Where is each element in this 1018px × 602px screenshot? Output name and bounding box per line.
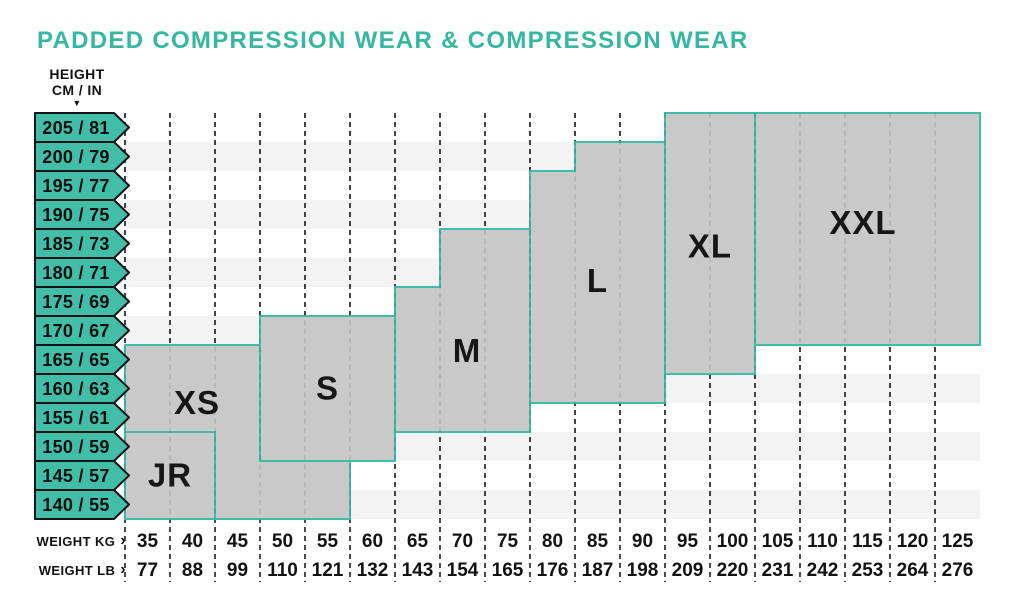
height-tick-arrow <box>34 257 130 288</box>
height-tick-label: 190 / 75 <box>42 205 109 225</box>
weight-lb-value: 276 <box>942 560 974 581</box>
weight-lb-value: 121 <box>312 560 344 581</box>
weight-lb-value: 77 <box>137 560 158 581</box>
weight-kg-value: 35 <box>137 531 159 552</box>
size-region-label-xs: XS <box>174 384 220 421</box>
height-axis-label-line2: CM / IN <box>51 82 103 98</box>
height-tick-arrow <box>34 460 130 491</box>
weight-lb-value: 264 <box>897 560 929 581</box>
height-tick-label: 150 / 59 <box>42 437 109 457</box>
weight-kg-axis-label: WEIGHT KG <box>36 533 116 549</box>
weight-lb-value: 231 <box>762 560 794 581</box>
weight-lb-value: 99 <box>227 560 248 581</box>
size-region-xxl <box>754 112 981 346</box>
weight-lb-value: 198 <box>627 560 659 581</box>
weight-lb-value: 220 <box>717 560 749 581</box>
height-tick-label: 205 / 81 <box>42 118 109 138</box>
size-region-jr <box>124 431 216 520</box>
weight-lb-axis-label: WEIGHT LB <box>38 562 116 578</box>
weight-kg-value: 60 <box>362 531 383 552</box>
height-tick-label: 195 / 77 <box>42 176 109 196</box>
height-tick-label: 160 / 63 <box>42 379 109 399</box>
size-region-xl <box>664 112 756 375</box>
size-region-label-s: S <box>316 370 339 407</box>
size-region-label-xxl: XXL <box>829 204 896 241</box>
height-tick-arrow <box>34 286 130 317</box>
weight-lb-value: 88 <box>182 560 203 581</box>
weight-kg-value: 55 <box>317 531 339 552</box>
weight-kg-value: 40 <box>182 531 203 552</box>
height-tick-label: 140 / 55 <box>42 495 109 515</box>
size-region-label-l: L <box>587 262 608 299</box>
weight-kg-value: 50 <box>272 531 293 552</box>
height-tick-arrow <box>34 315 130 346</box>
height-tick-arrow <box>34 112 130 143</box>
height-tick-arrow <box>34 199 130 230</box>
right-arrow-icon: › <box>120 560 126 578</box>
height-tick-label: 145 / 57 <box>42 466 109 486</box>
height-tick-label: 175 / 69 <box>42 292 109 312</box>
weight-kg-value: 70 <box>452 531 473 552</box>
height-tick-arrow <box>34 228 130 259</box>
weight-lb-value: 154 <box>447 560 479 581</box>
weight-kg-value: 85 <box>587 531 609 552</box>
weight-lb-value: 242 <box>807 560 839 581</box>
height-tick-label: 185 / 73 <box>42 234 109 254</box>
weight-kg-value: 120 <box>897 531 929 552</box>
weight-kg-value: 100 <box>717 531 749 552</box>
size-region-label-xl: XL <box>688 227 732 264</box>
size-region-label-m: M <box>453 332 482 369</box>
weight-lb-value: 165 <box>492 560 524 581</box>
weight-lb-value: 132 <box>357 560 389 581</box>
weight-kg-value: 110 <box>807 531 838 552</box>
height-tick-arrow <box>34 373 130 404</box>
right-arrow-icon: › <box>120 531 126 549</box>
down-arrow-icon: ▼ <box>72 98 82 108</box>
height-tick-arrow <box>34 431 130 462</box>
height-tick-arrow <box>34 344 130 375</box>
height-axis-label-line1: HEIGHT <box>49 66 105 82</box>
height-tick-label: 170 / 67 <box>42 321 109 341</box>
weight-lb-value: 187 <box>582 560 614 581</box>
weight-kg-value: 105 <box>762 531 794 552</box>
height-axis-caption: HEIGHT CM / IN ▼ <box>27 66 127 108</box>
weight-lb-value: 253 <box>852 560 884 581</box>
weight-kg-value: 125 <box>942 531 974 552</box>
weight-kg-value: 80 <box>542 531 563 552</box>
weight-kg-value: 45 <box>227 531 249 552</box>
height-tick-label: 200 / 79 <box>42 147 109 167</box>
height-tick-arrow <box>34 489 130 520</box>
height-tick-arrow <box>34 402 130 433</box>
weight-kg-value: 90 <box>632 531 653 552</box>
weight-lb-value: 209 <box>672 560 704 581</box>
weight-kg-value: 115 <box>852 531 883 552</box>
size-region-label-jr: JR <box>148 457 192 494</box>
height-tick-label: 180 / 71 <box>42 263 109 283</box>
weight-kg-value: 75 <box>497 531 519 552</box>
height-tick-label: 155 / 61 <box>42 408 109 428</box>
weight-lb-axis-caption: WEIGHT LB › <box>18 560 126 578</box>
weight-lb-value: 176 <box>537 560 569 581</box>
weight-kg-axis-caption: WEIGHT KG › <box>18 531 126 549</box>
weight-lb-value: 143 <box>402 560 434 581</box>
weight-lb-value: 110 <box>267 560 298 581</box>
size-region-s <box>259 315 396 462</box>
weight-kg-value: 65 <box>407 531 429 552</box>
height-tick-arrow <box>34 170 130 201</box>
page-title: PADDED COMPRESSION WEAR & COMPRESSION WE… <box>37 27 749 54</box>
height-tick-label: 165 / 65 <box>42 350 109 370</box>
height-tick-arrow <box>34 141 130 172</box>
weight-kg-value: 95 <box>677 531 699 552</box>
